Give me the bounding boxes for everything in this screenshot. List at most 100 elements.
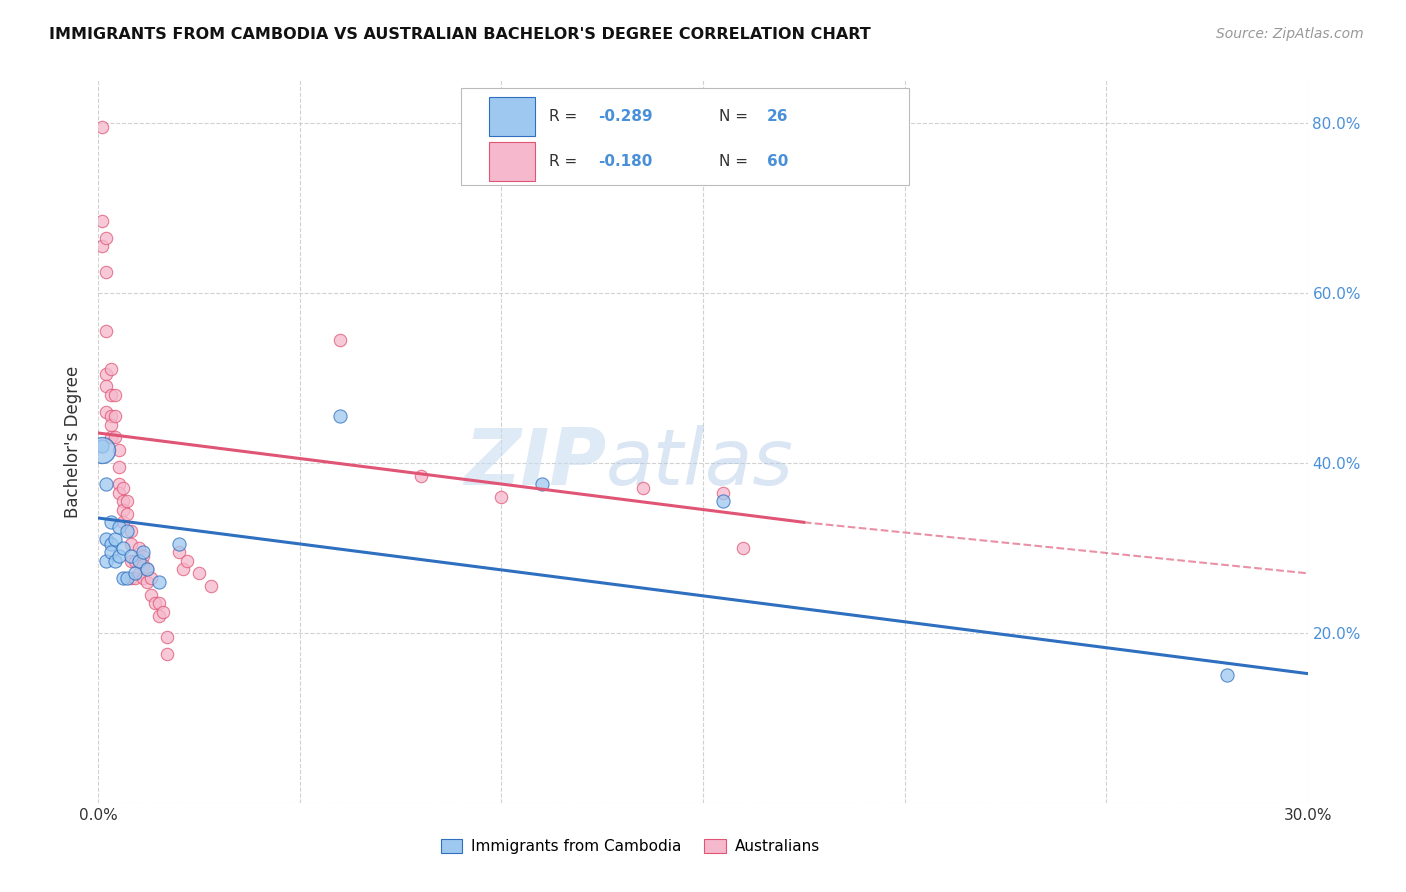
Point bbox=[139, 570, 162, 584]
Text: N =: N = bbox=[718, 154, 752, 169]
Point bbox=[107, 549, 129, 564]
Point bbox=[111, 502, 134, 516]
Point bbox=[96, 230, 118, 244]
Point bbox=[143, 596, 166, 610]
Point bbox=[96, 264, 118, 278]
Point bbox=[107, 477, 129, 491]
Point bbox=[128, 553, 150, 567]
Point bbox=[491, 490, 513, 504]
FancyBboxPatch shape bbox=[489, 96, 534, 136]
Point bbox=[132, 558, 155, 572]
Point bbox=[711, 494, 734, 508]
FancyBboxPatch shape bbox=[489, 142, 534, 181]
Text: 60: 60 bbox=[768, 154, 789, 169]
Point bbox=[120, 524, 142, 538]
Point bbox=[135, 562, 157, 576]
Point bbox=[120, 536, 142, 550]
Point bbox=[111, 541, 134, 555]
Point bbox=[100, 362, 122, 376]
Point bbox=[135, 574, 157, 589]
Point bbox=[103, 533, 125, 547]
Point bbox=[200, 579, 222, 593]
Text: N =: N = bbox=[718, 109, 752, 124]
Point bbox=[176, 553, 198, 567]
Point bbox=[156, 647, 179, 661]
Legend: Immigrants from Cambodia, Australians: Immigrants from Cambodia, Australians bbox=[434, 833, 827, 860]
Point bbox=[96, 324, 118, 338]
Point bbox=[96, 533, 118, 547]
Point bbox=[107, 485, 129, 500]
Text: atlas: atlas bbox=[606, 425, 794, 501]
Point bbox=[329, 409, 352, 423]
Point bbox=[111, 516, 134, 530]
Point bbox=[128, 541, 150, 555]
Point bbox=[100, 536, 122, 550]
Point bbox=[156, 630, 179, 644]
Point bbox=[107, 519, 129, 533]
Point bbox=[100, 417, 122, 432]
Point bbox=[152, 605, 174, 619]
Point bbox=[172, 562, 194, 576]
Point bbox=[124, 566, 146, 581]
Point bbox=[139, 588, 162, 602]
Point bbox=[111, 494, 134, 508]
Point bbox=[124, 570, 146, 584]
Point bbox=[91, 239, 114, 253]
Point bbox=[409, 468, 432, 483]
Y-axis label: Bachelor's Degree: Bachelor's Degree bbox=[65, 366, 83, 517]
Text: R =: R = bbox=[550, 154, 582, 169]
Point bbox=[103, 430, 125, 444]
Point bbox=[132, 570, 155, 584]
Point bbox=[91, 213, 114, 227]
Point bbox=[103, 388, 125, 402]
Point bbox=[329, 333, 352, 347]
Text: ZIP: ZIP bbox=[464, 425, 606, 501]
Point bbox=[91, 443, 114, 458]
Point bbox=[115, 507, 138, 521]
Point bbox=[91, 120, 114, 134]
Point bbox=[167, 536, 190, 550]
Point bbox=[631, 481, 654, 495]
Point bbox=[733, 541, 755, 555]
Point bbox=[120, 549, 142, 564]
Point bbox=[148, 574, 170, 589]
Point bbox=[96, 367, 118, 381]
Point bbox=[120, 570, 142, 584]
Point bbox=[111, 570, 134, 584]
Point bbox=[132, 549, 155, 564]
Point bbox=[96, 405, 118, 419]
Point bbox=[188, 566, 211, 581]
Point bbox=[148, 608, 170, 623]
Point bbox=[120, 553, 142, 567]
Text: -0.289: -0.289 bbox=[598, 109, 652, 124]
Point bbox=[103, 553, 125, 567]
Text: Source: ZipAtlas.com: Source: ZipAtlas.com bbox=[1216, 27, 1364, 41]
Text: IMMIGRANTS FROM CAMBODIA VS AUSTRALIAN BACHELOR'S DEGREE CORRELATION CHART: IMMIGRANTS FROM CAMBODIA VS AUSTRALIAN B… bbox=[49, 27, 870, 42]
Point bbox=[124, 553, 146, 567]
Point bbox=[128, 553, 150, 567]
Point bbox=[111, 481, 134, 495]
Point bbox=[711, 485, 734, 500]
Point bbox=[115, 494, 138, 508]
Point bbox=[100, 388, 122, 402]
Text: R =: R = bbox=[550, 109, 582, 124]
Point bbox=[107, 460, 129, 475]
Point bbox=[107, 443, 129, 458]
Point bbox=[1216, 668, 1239, 682]
Point bbox=[530, 477, 553, 491]
Point bbox=[132, 545, 155, 559]
Point bbox=[115, 524, 138, 538]
Point bbox=[100, 409, 122, 423]
Point bbox=[100, 516, 122, 530]
Point bbox=[148, 596, 170, 610]
Text: -0.180: -0.180 bbox=[598, 154, 652, 169]
Point bbox=[91, 439, 114, 453]
Point bbox=[128, 566, 150, 581]
Point bbox=[96, 553, 118, 567]
Text: 26: 26 bbox=[768, 109, 789, 124]
Point bbox=[96, 477, 118, 491]
Point bbox=[100, 430, 122, 444]
Point bbox=[135, 562, 157, 576]
Point bbox=[100, 545, 122, 559]
Point bbox=[167, 545, 190, 559]
